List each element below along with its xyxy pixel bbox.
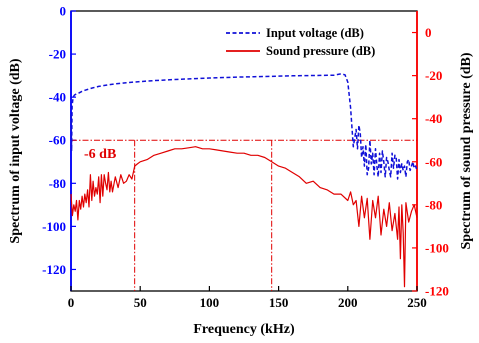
annotation-label: -6 dB bbox=[84, 147, 116, 162]
x-tick-label: 50 bbox=[134, 295, 147, 310]
x-tick-label: 250 bbox=[407, 295, 427, 310]
sound-pressure-line bbox=[70, 146, 418, 288]
y-right-tick-label: -60 bbox=[425, 154, 442, 169]
y-left-tick-label: -120 bbox=[42, 262, 66, 277]
y-left-tick-label: -60 bbox=[49, 133, 66, 148]
y-right-tick-label: -80 bbox=[425, 197, 442, 212]
y-axis-label-right: Spectrum of sound pressure (dB) bbox=[459, 52, 474, 249]
x-tick-label: 100 bbox=[200, 295, 220, 310]
y-left-tick-label: -100 bbox=[42, 219, 66, 234]
series-lines bbox=[70, 73, 418, 288]
y-right-tick-label: 0 bbox=[425, 25, 432, 40]
input-voltage-line bbox=[70, 73, 418, 180]
x-tick-label: 0 bbox=[68, 295, 75, 310]
x-tick-label: 200 bbox=[338, 295, 358, 310]
legend: Input voltage (dB) Sound pressure (dB) bbox=[226, 26, 375, 58]
y-left-tick-label: -40 bbox=[49, 90, 66, 105]
legend-label-sound: Sound pressure (dB) bbox=[266, 44, 375, 58]
y-right-tick-label: -100 bbox=[425, 240, 449, 255]
legend-label-input: Input voltage (dB) bbox=[266, 26, 364, 40]
y-left-tick-label: -80 bbox=[49, 176, 66, 191]
axis-ticks: 0 50 100 150 200 250 0 -20 -40 -60 -80 -100 -120 0 -20… bbox=[42, 4, 449, 311]
x-tick-label: 150 bbox=[269, 295, 289, 310]
y-right-tick-label: -120 bbox=[425, 284, 449, 299]
y-right-tick-label: -20 bbox=[425, 68, 442, 83]
y-left-tick-label: -20 bbox=[49, 47, 66, 62]
y-right-tick-label: -40 bbox=[425, 111, 442, 126]
plot-frame bbox=[70, 10, 418, 292]
y-left-tick-label: 0 bbox=[60, 4, 67, 19]
x-axis-label: Frequency (kHz) bbox=[193, 322, 295, 337]
y-axis-label-left: Spectrum of input voltage (dB) bbox=[8, 58, 23, 243]
